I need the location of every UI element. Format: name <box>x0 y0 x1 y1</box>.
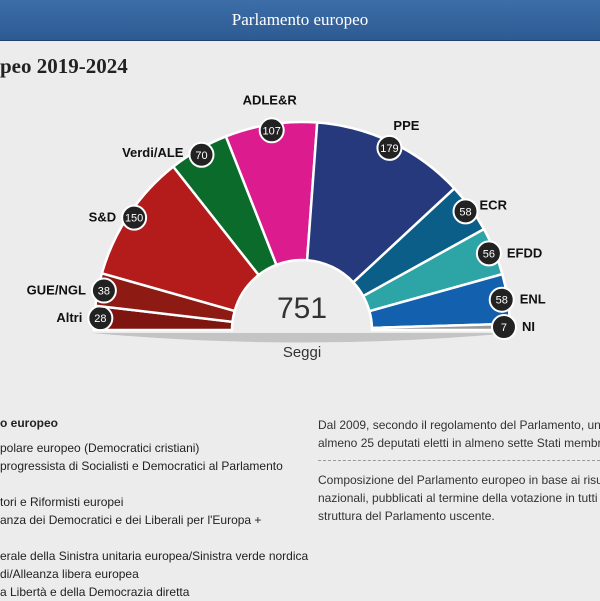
note-line: struttura del Parlamento uscente. <box>318 509 495 523</box>
party-label: PPE <box>393 118 419 133</box>
seat-count: 58 <box>459 206 471 218</box>
header-title: Parlamento europeo <box>231 10 369 29</box>
seat-badge: 58 <box>452 198 479 225</box>
note-line: Dal 2009, secondo il regolamento del Par… <box>318 418 600 432</box>
notes-panel: Dal 2009, secondo il regolamento del Par… <box>318 416 600 525</box>
legend-items: polare europeo (Democratici cristiani) pr… <box>0 439 309 601</box>
chart-subtitle: peo 2019-2024 <box>0 54 128 78</box>
parliament-chart: 28 Altri 38 GUE/NGL 150 S&D 70 Verdi/ALE 107 ADLE… <box>27 92 546 361</box>
badge-circle <box>490 314 517 341</box>
seat-badge: 58 <box>488 286 515 313</box>
seat-count: 7 <box>501 322 507 334</box>
notes-divider <box>318 460 600 461</box>
seat-badge: 107 <box>258 117 285 144</box>
badge-circle <box>188 141 215 168</box>
seat-badge: 7 <box>490 314 517 341</box>
seat-badge: 28 <box>87 305 114 332</box>
legend-item: progressista di Socialisti e Democratici… <box>0 459 283 473</box>
legend-item: di/Alleanza libera europea <box>0 567 139 581</box>
top-bar: Parlamento europeo <box>0 0 600 41</box>
party-label: ADLE&R <box>243 92 298 107</box>
legend-item: a Libertà e della Democrazia diretta <box>0 585 190 599</box>
seat-badge: 70 <box>188 141 215 168</box>
legend-item <box>0 529 300 547</box>
seat-count: 38 <box>98 286 110 298</box>
legend-item: polare europeo (Democratici cristiani) <box>0 441 200 455</box>
seat-badge: 56 <box>475 240 502 267</box>
badge-circle <box>90 277 117 304</box>
badge-circle <box>376 134 403 161</box>
badge-circle <box>475 240 502 267</box>
notes-second: Composizione del Parlamento europeo in b… <box>318 471 600 525</box>
legend-item <box>0 475 300 493</box>
seat-count: 150 <box>125 213 143 225</box>
legend-item: tori e Riformisti europei <box>0 495 124 509</box>
legend: o europeo polare europeo (Democratici cr… <box>0 414 309 601</box>
seat-count: 70 <box>195 150 207 162</box>
seat-count: 58 <box>496 295 508 307</box>
seat-count: 28 <box>94 313 106 325</box>
segment-ppe[interactable] <box>305 121 457 285</box>
party-label: ENL <box>520 292 546 307</box>
seat-badge: 38 <box>90 277 117 304</box>
badge-circle <box>452 198 479 225</box>
party-label: ECR <box>480 197 508 212</box>
party-label: Verdi/ALE <box>122 145 184 160</box>
badge-circle <box>258 117 285 144</box>
seat-count: 179 <box>380 143 398 155</box>
notes-first: Dal 2009, secondo il regolamento del Par… <box>318 416 600 452</box>
note-line: nazionali, pubblicati al termine della v… <box>318 491 598 505</box>
party-label: NI <box>522 319 535 334</box>
legend-item: anza dei Democratici e dei Liberali per … <box>0 513 262 527</box>
note-line: Composizione del Parlamento europeo in b… <box>318 473 600 487</box>
party-label: Altri <box>56 310 82 325</box>
party-label: S&D <box>89 210 116 225</box>
seat-badge: 150 <box>121 204 148 231</box>
note-line: almeno 25 deputati eletti in almeno sett… <box>318 436 600 450</box>
legend-title: o europeo <box>0 416 59 430</box>
seat-badge: 179 <box>376 134 403 161</box>
legend-item: erale della Sinistra unitaria europea/Si… <box>0 549 309 563</box>
seat-count: 56 <box>483 248 495 260</box>
badge-circle <box>121 204 148 231</box>
total-seats: 751 <box>277 292 327 325</box>
total-label: Seggi <box>283 344 321 361</box>
party-label: GUE/NGL <box>27 283 86 298</box>
party-label: EFDD <box>507 245 542 260</box>
chart-shadow <box>92 333 512 343</box>
badge-circle <box>488 286 515 313</box>
seat-count: 107 <box>263 125 281 137</box>
